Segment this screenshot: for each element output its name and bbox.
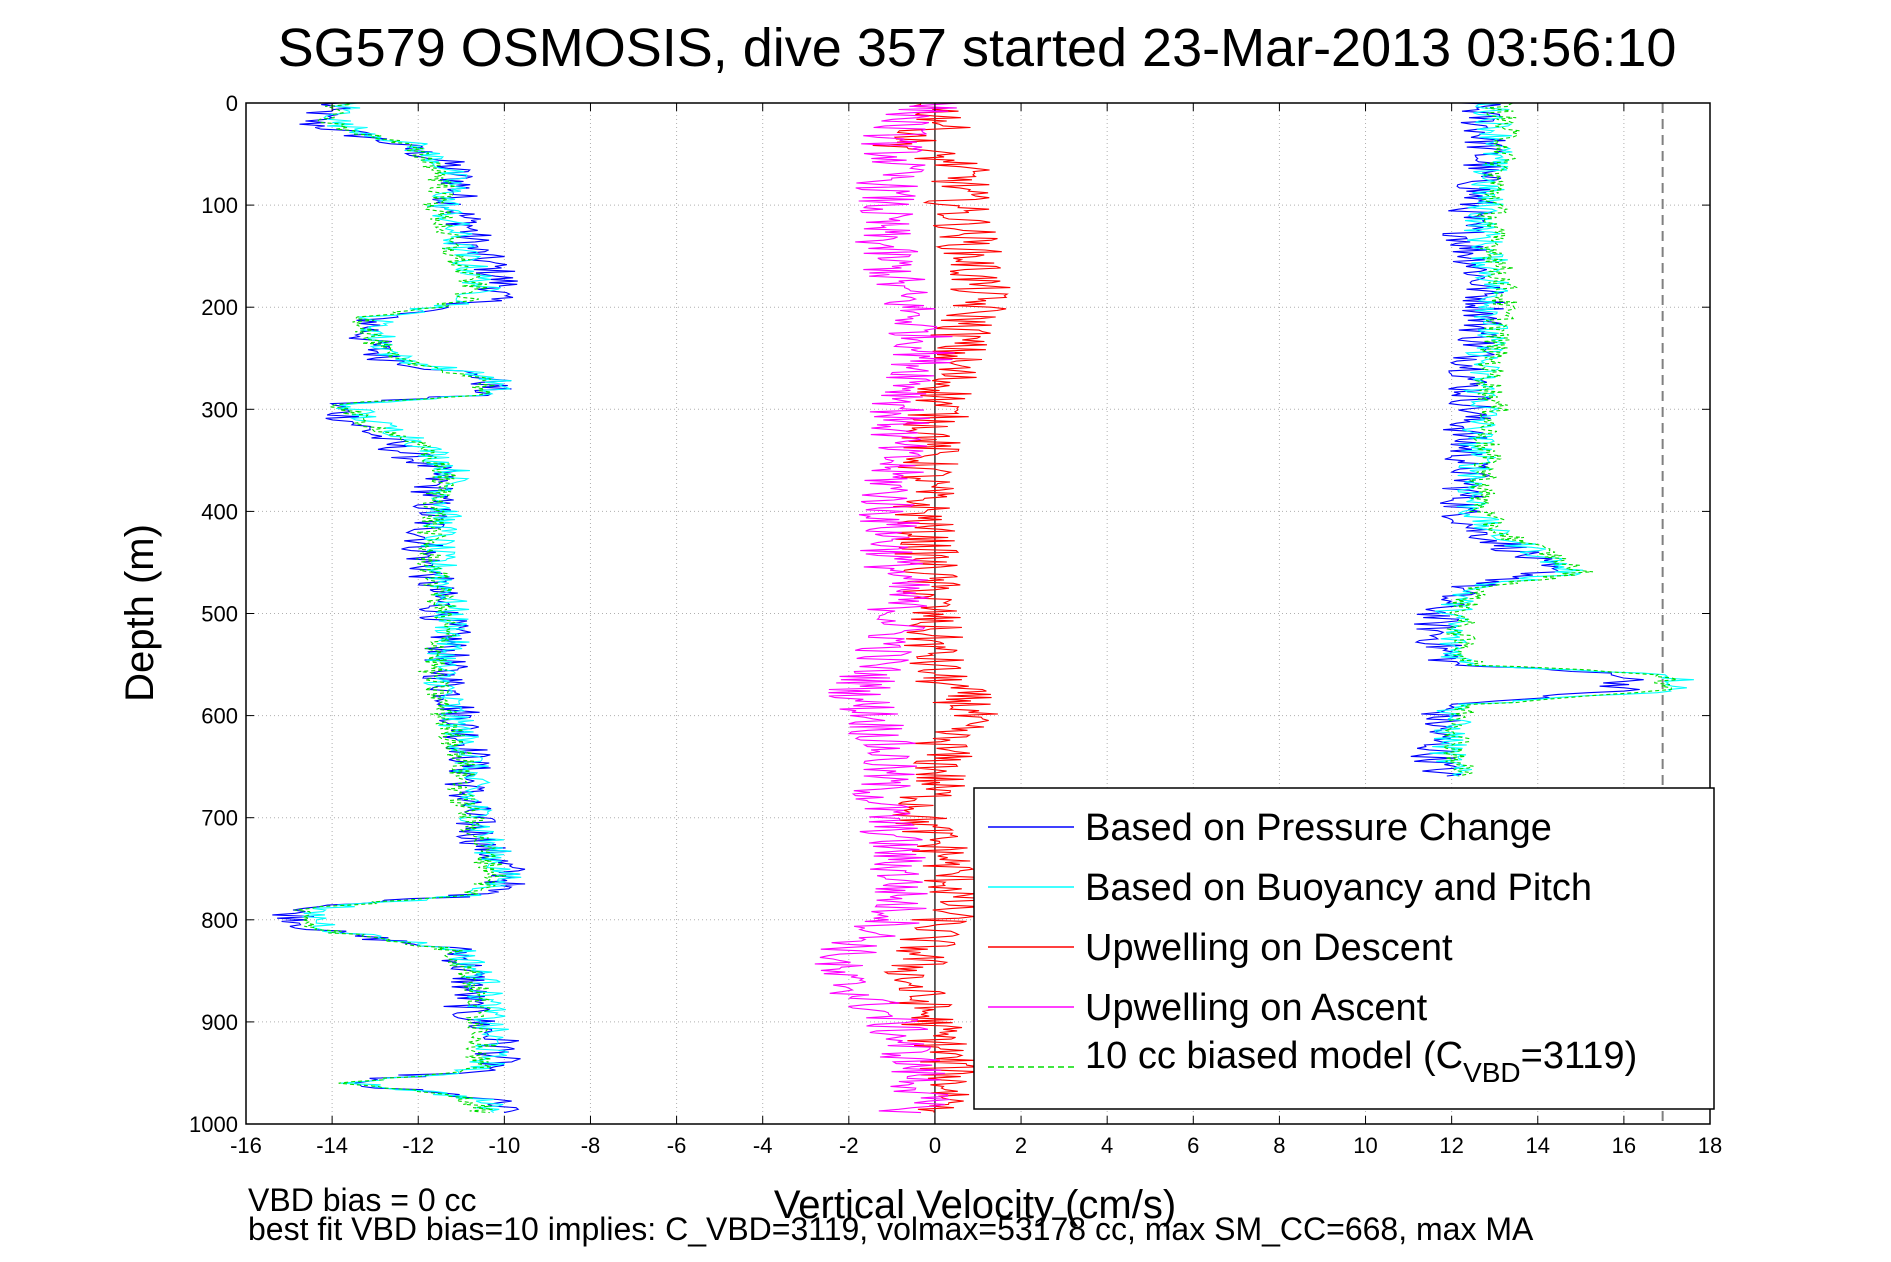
series-line-based-on-pressure-change-1 <box>1410 102 1644 777</box>
x-tick-label: 16 <box>1612 1133 1636 1158</box>
x-tick-label: 10 <box>1353 1133 1377 1158</box>
y-axis-label: Depth (m) <box>118 524 162 702</box>
series-line-based-on-buoyancy-and-pitch-1 <box>1429 102 1694 777</box>
series-line-10-cc-biased-model-cvbd-3119--1 <box>1441 102 1678 777</box>
series-line-10-cc-biased-model-cvbd-3119--0 <box>294 102 507 1114</box>
series-line-upwelling-on-descent-0 <box>872 102 1011 1113</box>
legend-label-biased-model-prefix: 10 cc biased model (C <box>1085 1035 1463 1077</box>
legend-label-buoyancy-pitch: Based on Buoyancy and Pitch <box>1085 867 1592 909</box>
y-tick-label: 700 <box>201 806 238 831</box>
x-tick-label: -12 <box>402 1133 434 1158</box>
y-tick-label: 600 <box>201 704 238 729</box>
legend: Based on Pressure Change Based on Buoyan… <box>973 787 1715 1110</box>
x-tick-label: -6 <box>667 1133 687 1158</box>
x-tick-label: 2 <box>1015 1133 1027 1158</box>
y-tick-label: 0 <box>226 91 238 116</box>
legend-label-upwelling-ascent: Upwelling on Ascent <box>1085 987 1428 1029</box>
x-tick-label: -16 <box>230 1133 262 1158</box>
x-tick-label: 6 <box>1187 1133 1199 1158</box>
x-tick-label: -2 <box>839 1133 859 1158</box>
y-tick-label: 900 <box>201 1010 238 1035</box>
x-tick-label: -8 <box>581 1133 601 1158</box>
y-tick-label: 1000 <box>189 1112 238 1137</box>
footer-line-1: VBD bias = 0 cc <box>248 1182 477 1218</box>
x-axis-label: Vertical Velocity (cm/s) <box>774 1183 1176 1227</box>
y-tick-label: 800 <box>201 908 238 933</box>
legend-label-biased-model-suffix: =3119) <box>1521 1035 1638 1077</box>
legend-label-upwelling-descent: Upwelling on Descent <box>1085 927 1453 969</box>
y-tick-label: 100 <box>201 193 238 218</box>
y-tick-label: 500 <box>201 602 238 627</box>
x-tick-label: 18 <box>1698 1133 1722 1158</box>
x-tick-label: 0 <box>929 1133 941 1158</box>
x-tick-label: 4 <box>1101 1133 1113 1158</box>
y-tick-label: 300 <box>201 397 238 422</box>
x-tick-label: -10 <box>488 1133 520 1158</box>
legend-label-biased-model-sub: VBD <box>1463 1057 1521 1088</box>
x-tick-label: -14 <box>316 1133 348 1158</box>
legend-box <box>973 787 1715 1110</box>
legend-label-pressure-change: Based on Pressure Change <box>1085 807 1552 849</box>
legend-label-biased-model: 10 cc biased model (CVBD=3119) <box>1085 1035 1637 1088</box>
x-tick-label: -4 <box>753 1133 773 1158</box>
footer-line-2: best fit VBD bias=10 implies: C_VBD=3119… <box>248 1211 1534 1247</box>
series-line-upwelling-on-ascent-0 <box>814 102 960 1114</box>
x-tick-label: 12 <box>1439 1133 1463 1158</box>
chart-title: SG579 OSMOSIS, dive 357 started 23-Mar-2… <box>278 18 1677 78</box>
y-tick-label: 200 <box>201 295 238 320</box>
series-line-based-on-buoyancy-and-pitch-0 <box>301 102 522 1114</box>
x-tick-label: 8 <box>1273 1133 1285 1158</box>
data-series <box>272 102 1694 1114</box>
series-line-based-on-pressure-change-0 <box>272 102 526 1114</box>
y-tick-label: 400 <box>201 499 238 524</box>
x-tick-label: 14 <box>1526 1133 1550 1158</box>
